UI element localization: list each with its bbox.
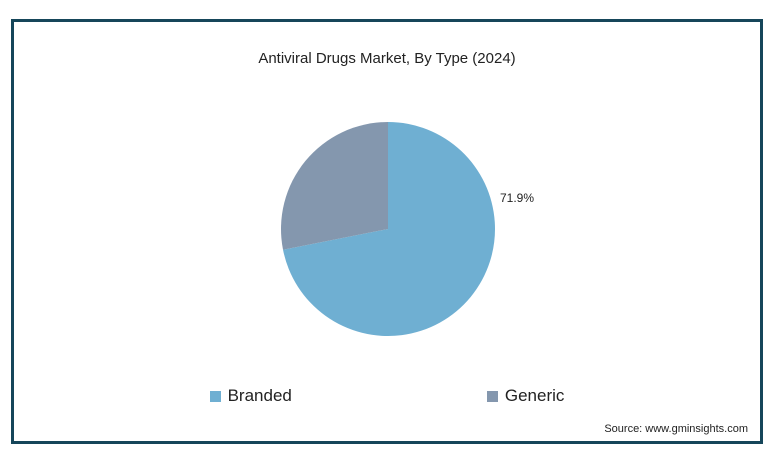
pie-slice-branded <box>283 122 495 336</box>
legend-item-branded: Branded <box>209 386 292 406</box>
chart-title: Antiviral Drugs Market, By Type (2024) <box>258 50 516 67</box>
legend-swatch-branded <box>209 390 221 402</box>
pie-slice-generic <box>281 122 388 250</box>
legend-label-branded: Branded <box>227 386 292 405</box>
chart-frame: Antiviral Drugs Market, By Type (2024) 7… <box>11 19 763 444</box>
legend-item-generic: Generic <box>486 386 565 406</box>
data-label-branded: 71.9% <box>500 191 534 205</box>
legend-swatch-generic <box>486 390 498 402</box>
pie-chart: 71.9% <box>281 122 534 336</box>
chart-legend: Branded Generic <box>14 386 760 406</box>
source-note: Source: www.gminsights.com <box>604 423 748 435</box>
legend-label-generic: Generic <box>504 386 565 405</box>
